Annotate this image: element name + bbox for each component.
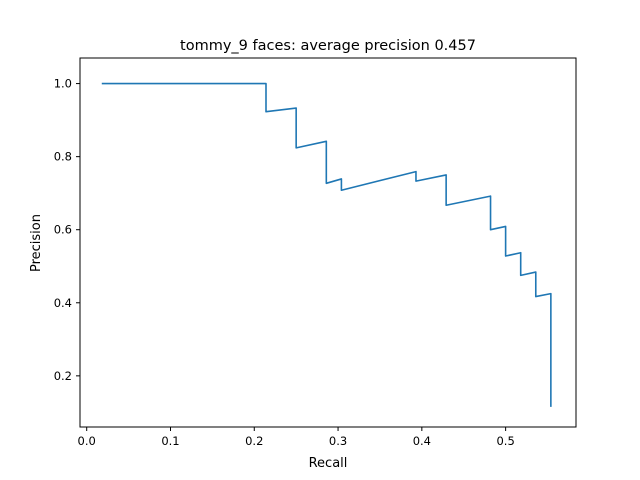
y-tick-label: 0.4 <box>54 296 72 310</box>
x-tick-label: 0.2 <box>245 434 263 448</box>
chart-title: tommy_9 faces: average precision 0.457 <box>180 38 476 54</box>
x-tick-label: 0.3 <box>329 434 347 448</box>
y-tick-label: 0.2 <box>54 369 72 383</box>
y-axis-ticks: 0.2 0.4 0.6 0.8 1.0 <box>54 77 80 383</box>
x-tick-label: 0.5 <box>496 434 514 448</box>
x-tick-label: 0.0 <box>78 434 96 448</box>
plot-area <box>101 82 552 407</box>
x-tick-label: 0.4 <box>413 434 431 448</box>
x-tick-label: 0.1 <box>161 434 179 448</box>
y-tick-label: 0.8 <box>54 150 72 164</box>
y-axis-label: Precision <box>29 214 44 272</box>
y-tick-label: 1.0 <box>54 77 72 91</box>
x-axis-ticks: 0.0 0.1 0.2 0.3 0.4 0.5 <box>78 427 515 448</box>
pr-curve-line <box>101 82 552 407</box>
x-axis-label: Recall <box>309 456 348 471</box>
axes-frame <box>79 57 577 428</box>
y-tick-label: 0.6 <box>54 223 72 237</box>
